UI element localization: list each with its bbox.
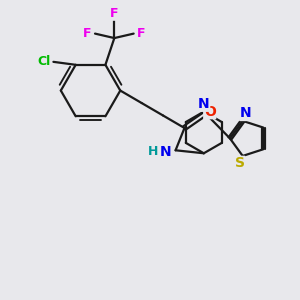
Text: N: N bbox=[240, 106, 251, 121]
Text: O: O bbox=[204, 105, 216, 119]
Text: S: S bbox=[235, 156, 245, 170]
Text: N: N bbox=[198, 97, 210, 111]
Text: Cl: Cl bbox=[38, 55, 51, 68]
Text: H: H bbox=[148, 145, 158, 158]
Text: N: N bbox=[160, 145, 172, 159]
Text: F: F bbox=[83, 27, 92, 40]
Text: F: F bbox=[137, 27, 145, 40]
Text: F: F bbox=[110, 7, 118, 20]
